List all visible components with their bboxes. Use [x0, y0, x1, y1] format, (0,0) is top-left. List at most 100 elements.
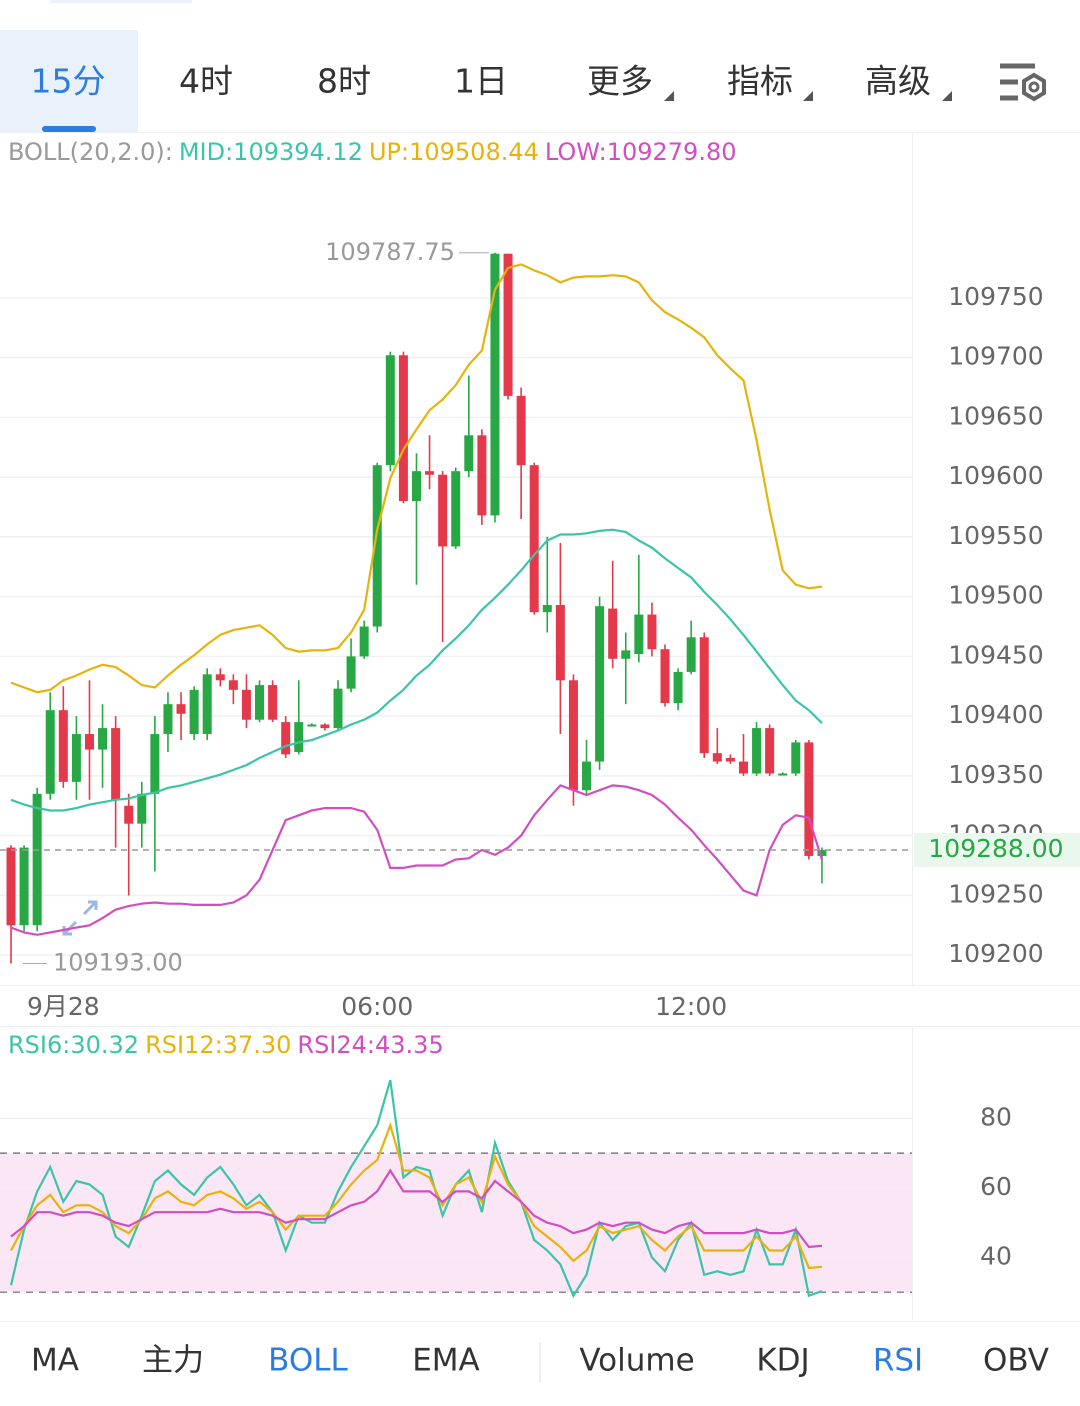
- min-label: 109193.00: [53, 948, 183, 976]
- dropdown-arrows: [664, 91, 952, 101]
- y-tick-label: 109400: [948, 700, 1043, 729]
- candle-body: [464, 435, 474, 472]
- candle-body: [398, 355, 408, 502]
- candle-body: [32, 793, 42, 926]
- indicator-tab[interactable]: BOLL: [268, 1343, 348, 1379]
- y-tick-label: 109550: [948, 521, 1043, 550]
- candle-body: [385, 355, 395, 466]
- candle-body: [477, 435, 487, 516]
- y-tick-label: 60: [980, 1172, 1012, 1201]
- indicator-line: [10, 1168, 823, 1249]
- candle-body: [490, 253, 500, 516]
- y-tick-label: 109350: [948, 760, 1043, 789]
- candle-body: [255, 685, 265, 720]
- candle-body: [124, 805, 134, 824]
- candle-body: [359, 626, 369, 657]
- y-tick-label: 109600: [948, 461, 1043, 490]
- indicator-tab[interactable]: Volume: [579, 1343, 694, 1379]
- indicator-tab[interactable]: MA: [31, 1343, 79, 1379]
- y-tick-label: 40: [980, 1241, 1012, 1270]
- candle-body: [346, 656, 356, 689]
- tab[interactable]: 1日: [454, 62, 508, 101]
- candle-body: [451, 471, 461, 547]
- active-tab-bg: [0, 30, 138, 132]
- y-tick-label: 109700: [948, 342, 1043, 371]
- indicator-tab[interactable]: EMA: [412, 1343, 480, 1379]
- candle-body: [19, 847, 29, 926]
- candle-body: [804, 742, 814, 856]
- y-tick-label: 80: [980, 1102, 1012, 1131]
- candle-body: [438, 474, 448, 547]
- x-tick-label: 9月28: [27, 992, 100, 1021]
- candle-body: [202, 674, 212, 735]
- active-tab-indicator: [42, 126, 96, 132]
- candle-body: [568, 680, 578, 791]
- indicator-line: [10, 263, 823, 694]
- tab[interactable]: 指标: [727, 62, 793, 101]
- candle-body: [791, 742, 801, 774]
- candle-body: [163, 704, 173, 735]
- last-price-box: [914, 832, 1080, 867]
- y-tick-label: 109250: [948, 879, 1043, 908]
- legend-item: RSI6:30.32: [8, 1031, 139, 1059]
- candle-body: [411, 471, 421, 502]
- legend-item: MID:109394.12: [179, 138, 363, 166]
- candle-body: [647, 614, 657, 650]
- indicator-tab[interactable]: RSI: [873, 1343, 923, 1379]
- legend-item: RSI24:43.35: [297, 1031, 443, 1059]
- candle-body: [215, 674, 225, 681]
- indicator-line: [10, 784, 824, 936]
- expand-icon[interactable]: [62, 900, 98, 936]
- candle-body: [608, 608, 618, 659]
- candle-body: [621, 650, 631, 659]
- candle-body: [176, 704, 186, 714]
- candle-body: [738, 761, 748, 774]
- candle-body: [595, 606, 605, 762]
- legend: RSI6:30.32 RSI12:37.30 RSI24:43.35: [8, 1031, 444, 1059]
- candle-body: [712, 753, 722, 762]
- top-strip: [50, 0, 192, 3]
- candle-body: [320, 724, 330, 729]
- x-tick-label: 06:00: [341, 992, 413, 1021]
- legend-item: UP:109508.44: [369, 138, 539, 166]
- candle-body: [686, 637, 696, 672]
- y-tick-label: 109750: [948, 282, 1043, 311]
- tab[interactable]: 8时: [317, 62, 371, 101]
- candle-body: [673, 671, 683, 703]
- candle-body: [817, 849, 827, 856]
- candle-body: [725, 757, 735, 762]
- candle-body: [660, 649, 670, 703]
- settings-icon[interactable]: [1000, 63, 1046, 102]
- candle-body: [111, 728, 121, 800]
- band-fill: [0, 1153, 912, 1293]
- candle-body: [778, 773, 788, 776]
- x-tick-label: 12:00: [655, 992, 727, 1021]
- candle-body: [555, 605, 565, 681]
- indicator-tab[interactable]: OBV: [983, 1343, 1049, 1379]
- tab[interactable]: 高级: [865, 62, 931, 101]
- tab[interactable]: 4时: [179, 62, 233, 101]
- candle-body: [503, 253, 513, 396]
- candle-body: [241, 689, 251, 720]
- legend-item: RSI12:37.30: [145, 1031, 291, 1059]
- indicator-tab[interactable]: 主力: [142, 1343, 204, 1379]
- candle-body: [307, 724, 317, 727]
- candle-body: [150, 734, 160, 794]
- candle-body: [84, 734, 94, 750]
- candle-body: [294, 722, 304, 752]
- tab[interactable]: 15分: [31, 62, 106, 101]
- indicator-line: [10, 528, 823, 812]
- indicator-tab[interactable]: KDJ: [756, 1343, 809, 1379]
- candle-body: [752, 728, 762, 774]
- candle-body: [6, 847, 16, 926]
- candle-body: [582, 761, 592, 791]
- tab[interactable]: 更多: [587, 62, 653, 101]
- candle-body: [268, 685, 278, 720]
- candle-body: [228, 680, 238, 690]
- y-tick-label: 109450: [948, 640, 1043, 669]
- candle-body: [765, 728, 775, 774]
- y-tick-label: 109500: [948, 581, 1043, 610]
- candle-body: [58, 710, 68, 782]
- candle-body: [699, 637, 709, 754]
